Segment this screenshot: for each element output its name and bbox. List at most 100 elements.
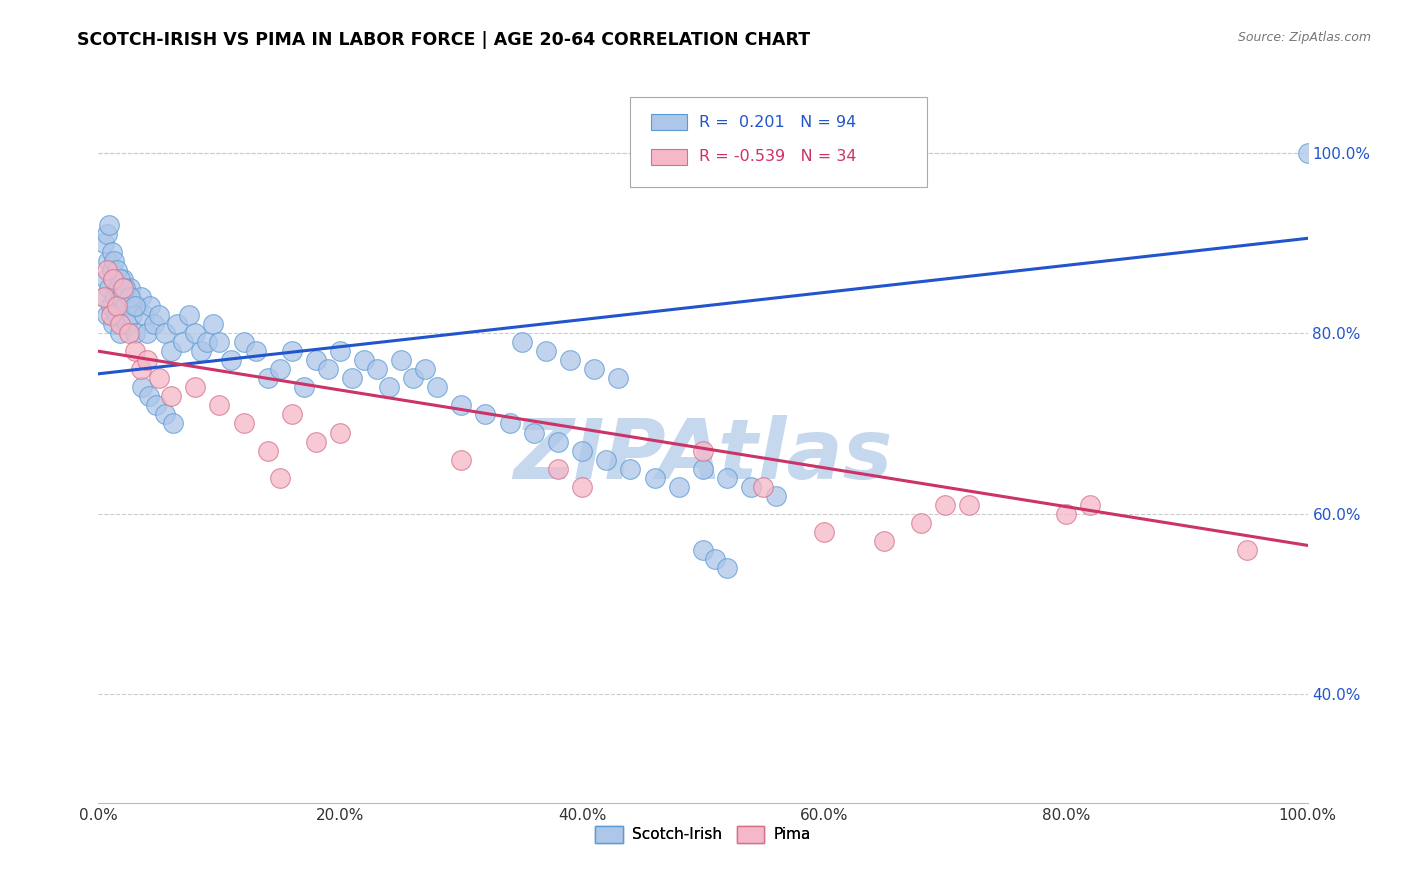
- Point: [94, 272, 117, 286]
- Point: [143, 317, 166, 331]
- Point: [716, 561, 738, 575]
- Point: [692, 542, 714, 557]
- Point: [118, 281, 141, 295]
- Point: [105, 308, 128, 322]
- Point: [184, 380, 207, 394]
- Point: [127, 299, 149, 313]
- Point: [692, 461, 714, 475]
- Point: [583, 362, 606, 376]
- Point: [179, 308, 201, 322]
- Point: [96, 308, 118, 322]
- Point: [100, 263, 122, 277]
- Point: [108, 326, 131, 341]
- Point: [426, 380, 449, 394]
- Point: [208, 335, 231, 350]
- Point: [160, 344, 183, 359]
- Point: [329, 425, 352, 440]
- Point: [93, 290, 115, 304]
- Point: [98, 218, 121, 232]
- Text: R = -0.539   N = 34: R = -0.539 N = 34: [699, 149, 856, 164]
- Point: [93, 235, 115, 250]
- Point: [450, 452, 472, 467]
- Point: [873, 533, 896, 548]
- Point: [190, 344, 212, 359]
- Point: [765, 489, 787, 503]
- Point: [202, 317, 225, 331]
- Point: [523, 425, 546, 440]
- Point: [474, 408, 496, 422]
- Point: [98, 281, 121, 295]
- Point: [184, 326, 207, 341]
- Point: [366, 362, 388, 376]
- Point: [934, 498, 956, 512]
- Point: [305, 434, 328, 449]
- Point: [619, 461, 641, 475]
- Point: [114, 299, 136, 313]
- Point: [450, 398, 472, 412]
- Point: [342, 371, 364, 385]
- Point: [256, 371, 278, 385]
- Point: [232, 417, 254, 431]
- Point: [232, 335, 254, 350]
- Point: [208, 398, 231, 412]
- Point: [111, 281, 134, 295]
- Point: [101, 272, 124, 286]
- Point: [118, 290, 141, 304]
- Point: [329, 344, 352, 359]
- Text: Source: ZipAtlas.com: Source: ZipAtlas.com: [1237, 31, 1371, 45]
- Point: [153, 408, 176, 422]
- Point: [910, 516, 932, 530]
- Point: [97, 254, 120, 268]
- Point: [534, 344, 557, 359]
- Point: [103, 272, 125, 286]
- Point: [101, 317, 124, 331]
- Point: [292, 380, 315, 394]
- Point: [124, 344, 146, 359]
- Point: [389, 353, 412, 368]
- Point: [107, 281, 129, 295]
- Point: [100, 308, 122, 322]
- Point: [162, 417, 184, 431]
- Point: [148, 308, 170, 322]
- FancyBboxPatch shape: [630, 97, 927, 187]
- Point: [957, 498, 980, 512]
- Point: [105, 263, 128, 277]
- Point: [245, 344, 267, 359]
- Point: [148, 371, 170, 385]
- Point: [644, 471, 666, 485]
- Point: [117, 317, 139, 331]
- Point: [134, 308, 156, 322]
- Point: [607, 371, 630, 385]
- Point: [138, 389, 160, 403]
- Point: [100, 244, 122, 259]
- Point: [498, 417, 520, 431]
- Point: [139, 299, 162, 313]
- Point: [1054, 507, 1077, 521]
- Point: [221, 353, 243, 368]
- Point: [160, 389, 183, 403]
- Point: [1296, 145, 1319, 160]
- Point: [269, 362, 291, 376]
- Point: [813, 524, 835, 539]
- Point: [135, 326, 157, 341]
- Point: [752, 480, 775, 494]
- Point: [305, 353, 328, 368]
- Point: [1236, 542, 1258, 557]
- Point: [558, 353, 581, 368]
- Point: [571, 480, 593, 494]
- Point: [108, 272, 131, 286]
- Point: [135, 353, 157, 368]
- Point: [316, 362, 339, 376]
- Point: [547, 434, 569, 449]
- Point: [740, 480, 762, 494]
- Point: [704, 552, 727, 566]
- Point: [353, 353, 375, 368]
- Point: [93, 290, 115, 304]
- Point: [172, 335, 194, 350]
- Point: [110, 290, 132, 304]
- Point: [510, 335, 533, 350]
- Point: [145, 398, 167, 412]
- Point: [377, 380, 399, 394]
- Point: [595, 452, 617, 467]
- Point: [114, 281, 136, 295]
